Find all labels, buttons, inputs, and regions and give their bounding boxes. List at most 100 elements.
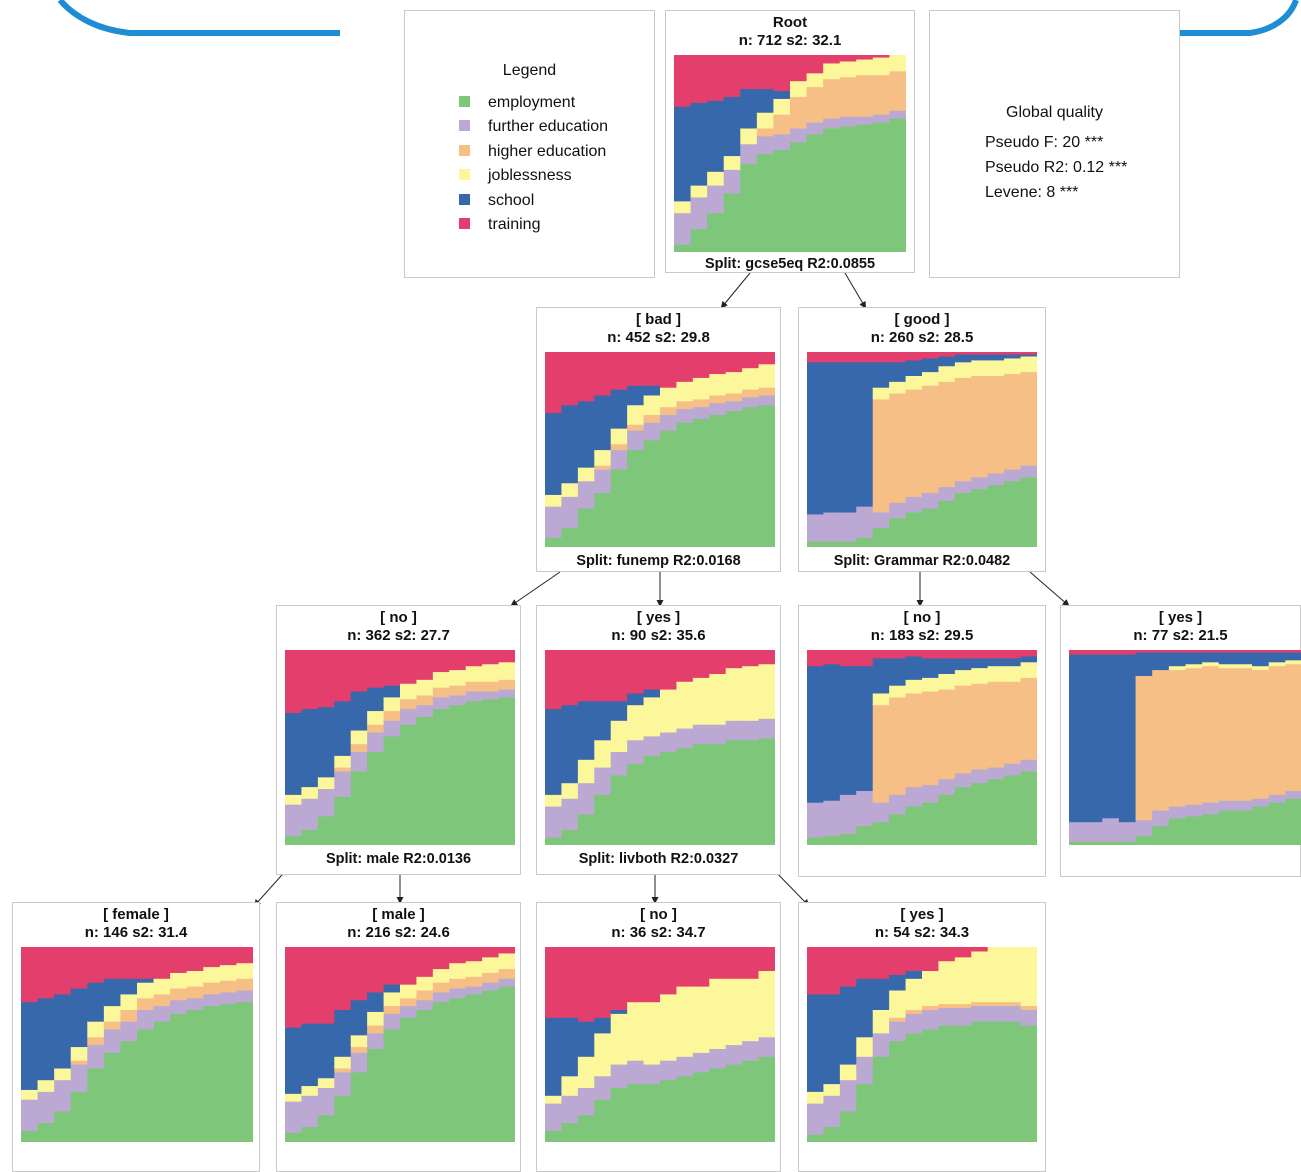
state-band-fed bbox=[905, 786, 923, 807]
state-band-training bbox=[971, 352, 989, 355]
state-band-sch bbox=[334, 700, 352, 756]
state-band-fed bbox=[839, 1079, 857, 1112]
state-band-sch bbox=[987, 353, 1005, 361]
state-band-emp bbox=[317, 1114, 335, 1142]
state-band-job bbox=[482, 956, 500, 973]
state-band-emp bbox=[317, 815, 335, 845]
state-band-sch bbox=[807, 993, 825, 1092]
state-band-sch bbox=[773, 90, 791, 99]
state-band-emp bbox=[889, 118, 906, 252]
node-title: [ no ] bbox=[380, 609, 417, 626]
state-band-training bbox=[954, 650, 972, 659]
tree-node-bad: [ bad ] n: 452 s2: 29.8 Split: funemp R2:0… bbox=[536, 307, 781, 572]
state-band-fed bbox=[660, 1060, 678, 1081]
state-band-hed bbox=[1252, 669, 1270, 799]
state-distribution-plot bbox=[545, 352, 775, 547]
state-band-sch bbox=[690, 102, 708, 186]
state-band-training bbox=[350, 650, 368, 692]
state-band-training bbox=[856, 55, 874, 60]
state-band-emp bbox=[643, 1083, 661, 1142]
state-band-fed bbox=[758, 1036, 775, 1057]
node-title: [ yes ] bbox=[1158, 609, 1203, 626]
state-band-hed bbox=[1168, 669, 1187, 807]
state-band-fed bbox=[1252, 798, 1270, 807]
state-band-hed bbox=[1152, 669, 1170, 811]
state-band-hed bbox=[610, 443, 628, 451]
state-band-training bbox=[317, 650, 335, 708]
state-band-sch bbox=[856, 978, 874, 1038]
state-band-sch bbox=[317, 1023, 335, 1079]
state-band-training bbox=[905, 650, 923, 657]
state-band-sch bbox=[971, 353, 989, 361]
state-band-emp bbox=[236, 1001, 253, 1142]
state-band-hed bbox=[137, 997, 155, 1010]
state-band-sch bbox=[301, 1023, 319, 1087]
state-band-training bbox=[577, 947, 595, 1022]
state-band-emp bbox=[627, 449, 645, 547]
node-split-label: Split: funemp R2:0.0168 bbox=[576, 553, 741, 569]
state-band-emp bbox=[807, 837, 825, 845]
state-band-job bbox=[350, 1034, 368, 1048]
state-band-training bbox=[856, 947, 874, 979]
state-band-training bbox=[610, 650, 628, 702]
state-band-emp bbox=[905, 806, 923, 845]
state-band-sch bbox=[707, 100, 725, 172]
state-band-emp bbox=[742, 406, 760, 547]
state-band-job bbox=[643, 696, 661, 737]
state-band-sch bbox=[938, 657, 956, 674]
state-band-emp bbox=[1102, 841, 1120, 845]
state-band-training bbox=[660, 650, 678, 690]
legend-swatch bbox=[459, 144, 470, 156]
state-band-emp bbox=[120, 1040, 138, 1142]
state-band-fed bbox=[954, 772, 972, 788]
state-band-emp bbox=[350, 1071, 368, 1142]
state-band-emp bbox=[676, 1075, 694, 1142]
state-band-hed bbox=[692, 398, 710, 408]
state-band-hed bbox=[627, 424, 645, 431]
node-split-label: Split: male R2:0.0136 bbox=[325, 851, 472, 867]
state-band-job bbox=[1168, 665, 1187, 671]
state-band-emp bbox=[807, 541, 825, 547]
state-band-fed bbox=[594, 767, 612, 795]
state-band-training bbox=[823, 947, 841, 995]
state-band-hed bbox=[938, 689, 956, 780]
state-band-fed bbox=[938, 778, 956, 795]
state-band-training bbox=[301, 947, 319, 1024]
state-band-sch bbox=[561, 1017, 579, 1077]
state-band-sch bbox=[285, 712, 303, 795]
state-band-training bbox=[725, 947, 743, 979]
state-band-training bbox=[725, 352, 743, 373]
state-band-emp bbox=[432, 708, 450, 845]
node-title: [ male ] bbox=[372, 906, 425, 923]
state-band-emp bbox=[790, 141, 808, 252]
state-band-emp bbox=[709, 1067, 727, 1142]
state-band-training bbox=[170, 947, 188, 973]
state-band-job bbox=[594, 739, 612, 768]
state-band-fed bbox=[610, 751, 628, 776]
state-band-emp bbox=[1168, 817, 1187, 845]
state-band-emp bbox=[153, 1021, 171, 1142]
state-band-job bbox=[723, 155, 741, 170]
state-band-hed bbox=[449, 685, 467, 696]
state-band-hed bbox=[872, 398, 890, 513]
state-band-job bbox=[938, 365, 956, 382]
state-band-emp bbox=[740, 163, 758, 252]
state-band-fed bbox=[137, 1009, 155, 1030]
state-band-job bbox=[54, 1067, 72, 1081]
state-band-job bbox=[317, 776, 335, 790]
state-band-sch bbox=[1135, 651, 1153, 676]
state-band-emp bbox=[660, 430, 678, 547]
state-band-job bbox=[756, 112, 775, 129]
node-stats: n: 54 s2: 34.3 bbox=[874, 924, 970, 941]
state-band-emp bbox=[465, 993, 483, 1142]
state-band-emp bbox=[856, 825, 874, 845]
state-band-fed bbox=[692, 1052, 710, 1073]
tree-node-good-yes: [ yes ] n: 77 s2: 21.5 bbox=[1060, 605, 1301, 877]
state-band-training bbox=[756, 55, 775, 90]
state-band-emp bbox=[449, 704, 467, 845]
state-band-fed bbox=[889, 794, 907, 815]
state-band-fed bbox=[203, 993, 221, 1007]
state-band-job bbox=[725, 978, 743, 1046]
state-band-hed bbox=[905, 692, 923, 788]
state-band-training bbox=[740, 55, 758, 90]
